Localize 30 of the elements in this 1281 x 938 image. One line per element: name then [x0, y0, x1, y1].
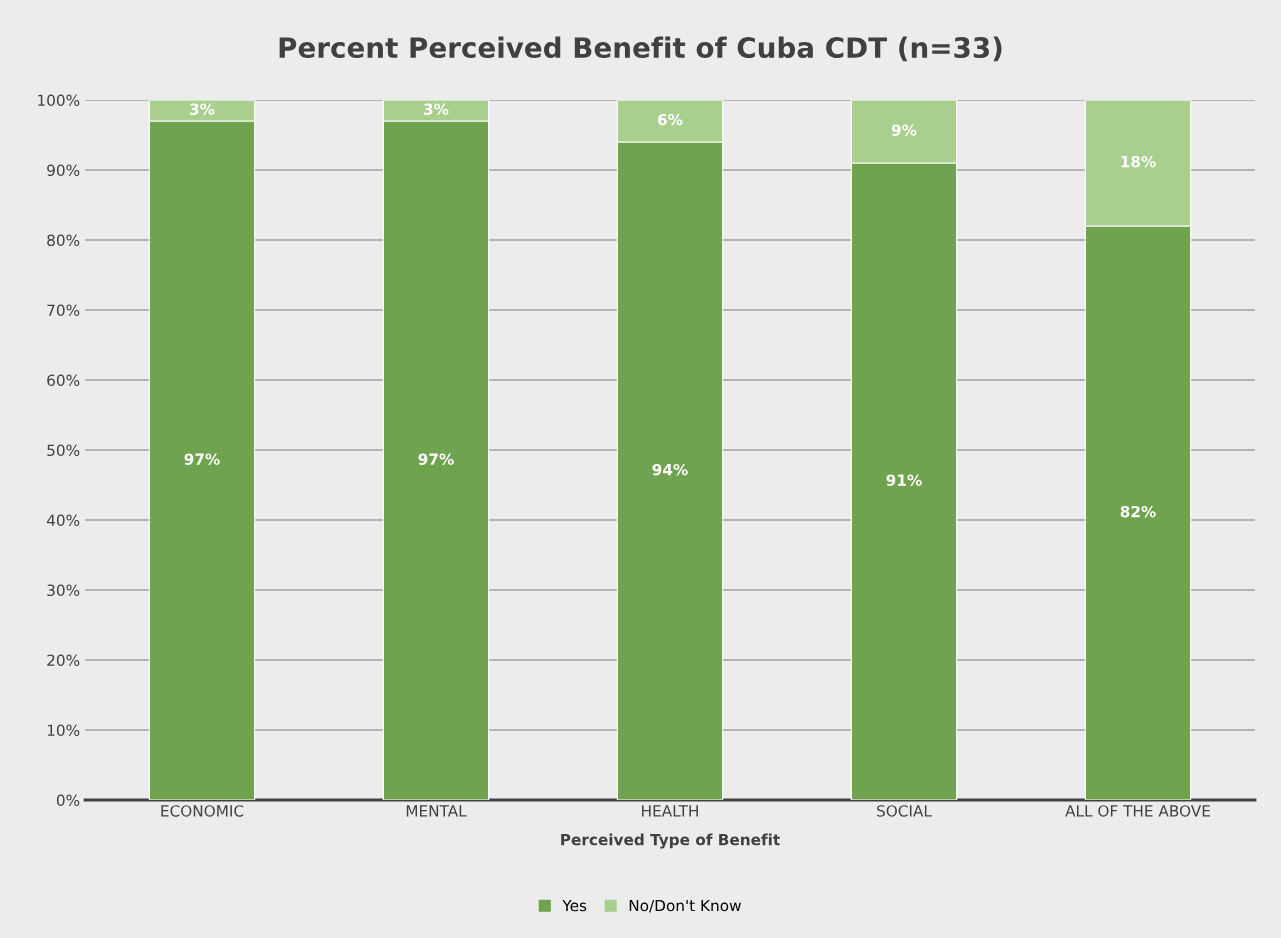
x-tick-label: ALL OF THE ABOVE	[1065, 805, 1210, 817]
data-label: 18%	[1121, 155, 1156, 168]
data-label: 9%	[891, 124, 917, 136]
x-axis-title: Perceived Type of Benefit	[561, 833, 780, 849]
y-tick-label: 30%	[47, 584, 80, 597]
data-label: 97%	[418, 453, 454, 465]
y-tick-label: 70%	[47, 304, 80, 317]
x-tick-label: HEALTH	[642, 805, 698, 817]
y-tick-label: 0%	[56, 794, 80, 807]
data-label: 6%	[657, 113, 683, 126]
y-tick-label: 80%	[47, 234, 80, 247]
data-label: 3%	[424, 103, 449, 115]
data-label: 91%	[886, 474, 922, 486]
data-label: 82%	[1120, 505, 1156, 518]
x-tick-label: MENTAL	[406, 805, 467, 817]
y-tick-label: 90%	[47, 164, 80, 177]
data-label: 97%	[184, 453, 220, 465]
data-label: 94%	[652, 463, 688, 476]
x-tick-label: SOCIAL	[877, 805, 932, 817]
legend-label: No/Don't Know	[629, 899, 741, 913]
y-tick-label: 10%	[47, 724, 80, 737]
y-tick-label: 40%	[46, 514, 80, 527]
data-label: 3%	[190, 103, 215, 115]
y-tick-label: 60%	[47, 374, 80, 387]
legend-label: Yes	[562, 899, 587, 912]
chart-title: Percent Perceived Benefit of Cuba CDT (n=33)	[279, 36, 1002, 62]
y-tick-label: 20%	[47, 654, 80, 667]
y-tick-label: 50%	[47, 444, 80, 457]
y-tick-label: 100%	[38, 94, 80, 107]
x-tick-label: ECONOMIC	[161, 805, 244, 817]
